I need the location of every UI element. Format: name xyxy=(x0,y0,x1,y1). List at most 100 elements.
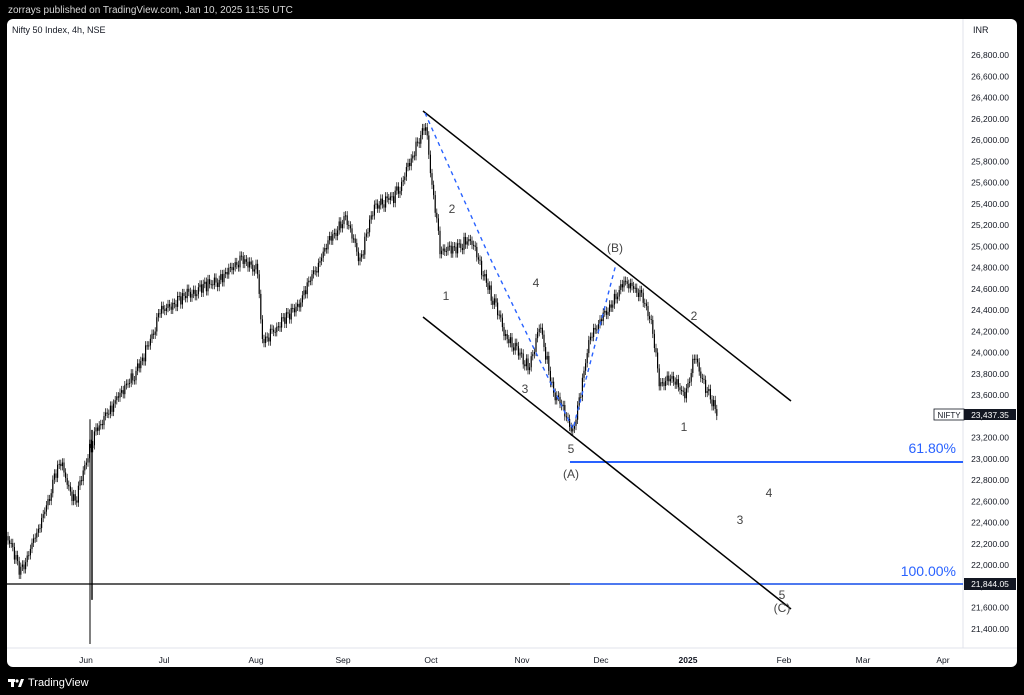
candle-body xyxy=(274,331,276,333)
candle-body xyxy=(221,274,223,283)
candle-body xyxy=(612,304,614,308)
candle-body xyxy=(433,184,435,196)
candle-body xyxy=(49,499,51,501)
wave-label-c4: 4 xyxy=(766,486,773,500)
candle-body xyxy=(138,363,140,369)
candle-body xyxy=(617,296,619,300)
candle-body xyxy=(186,288,188,299)
candle-body xyxy=(215,277,217,283)
candle-body xyxy=(298,303,300,308)
candle-body xyxy=(711,399,713,407)
candle-body xyxy=(425,127,427,131)
time-axis[interactable]: Jun Jul Aug Sep Oct Nov Dec 2025 Feb Mar Apr xyxy=(79,655,950,665)
channel-upper-line[interactable] xyxy=(422,110,792,402)
candle-body xyxy=(692,358,694,374)
candle-body xyxy=(629,282,631,289)
candlestick-series[interactable] xyxy=(7,123,718,644)
candle-body xyxy=(346,215,348,225)
candle-body xyxy=(476,246,478,258)
candle-body xyxy=(205,281,207,292)
candle-body xyxy=(418,142,420,144)
candle-body xyxy=(125,383,127,386)
candle-body xyxy=(146,345,148,347)
candle-body xyxy=(669,378,671,382)
wave-label-A: (A) xyxy=(563,467,579,481)
candle-body xyxy=(545,347,547,360)
price-chart[interactable]: Nifty 50 Index, 4h, NSE INR 26,800.0026,… xyxy=(7,19,1017,667)
time-tick-label: Aug xyxy=(248,655,263,665)
wave-label-4: 4 xyxy=(533,276,540,290)
candle-body xyxy=(570,426,572,432)
candle-body xyxy=(423,128,425,131)
candle-body xyxy=(593,327,595,337)
candle-body xyxy=(559,396,561,404)
candle-body xyxy=(661,382,663,384)
candle-body xyxy=(631,282,633,287)
candle-body xyxy=(249,261,251,268)
candle-body xyxy=(514,342,516,351)
candle-body xyxy=(162,305,164,310)
candle-body xyxy=(650,319,652,321)
candle-body xyxy=(468,239,470,242)
candle-body xyxy=(10,543,12,545)
candle-body xyxy=(73,494,75,502)
candle-body xyxy=(77,485,79,503)
candle-body xyxy=(452,246,454,254)
candle-body xyxy=(431,173,433,185)
candle-body xyxy=(381,198,383,205)
candle-body xyxy=(553,381,555,393)
price-tick-label: 21,400.00 xyxy=(971,624,1009,634)
candle-body xyxy=(133,380,135,382)
candle-body xyxy=(705,379,707,393)
price-tick-label: 24,600.00 xyxy=(971,284,1009,294)
price-tick-label: 23,600.00 xyxy=(971,390,1009,400)
candle-body xyxy=(585,363,587,371)
candle-body xyxy=(421,128,423,136)
candle-body xyxy=(583,370,585,378)
candle-body xyxy=(375,203,377,205)
wave-path-dashed[interactable] xyxy=(424,112,617,432)
candle-body xyxy=(457,243,459,254)
candle-body xyxy=(207,279,209,292)
candle-body xyxy=(15,555,17,560)
candle-body xyxy=(447,246,449,252)
candle-body xyxy=(589,336,591,341)
candle-body xyxy=(98,425,100,431)
channel-lower-line[interactable] xyxy=(422,316,792,610)
candle-body xyxy=(428,135,430,155)
candle-body xyxy=(415,141,417,157)
tradingview-brand: TradingView xyxy=(28,677,89,689)
candle-body xyxy=(517,346,519,356)
candle-body xyxy=(177,295,179,307)
candle-body xyxy=(52,479,54,494)
candle-body xyxy=(71,491,73,502)
candle-body xyxy=(90,443,92,449)
candle-body xyxy=(549,370,551,384)
price-tick-label: 25,000.00 xyxy=(971,241,1009,251)
candle-body xyxy=(292,307,294,309)
candle-body xyxy=(159,313,161,315)
candle-body xyxy=(525,358,527,367)
candle-body xyxy=(436,212,438,219)
candle-body xyxy=(405,167,407,177)
candle-body xyxy=(399,191,401,194)
candle-body xyxy=(141,357,143,361)
price-axis[interactable]: 26,800.00 26,600.00 26,400.00 26,200.00 26,0… xyxy=(971,50,1009,634)
candle-body xyxy=(76,500,78,503)
candle-body xyxy=(317,262,319,273)
candle-body xyxy=(628,283,630,289)
candle-body xyxy=(385,196,387,208)
time-tick-label: Nov xyxy=(514,655,530,665)
candle-body xyxy=(181,293,183,305)
candle-body xyxy=(401,181,403,192)
chart-panel[interactable]: Nifty 50 Index, 4h, NSE INR 26,800.00 26,… xyxy=(7,19,1017,667)
candle-body xyxy=(634,287,636,289)
candle-body xyxy=(101,424,103,426)
candle-body xyxy=(485,274,487,283)
candle-body xyxy=(26,555,28,563)
candle-body xyxy=(588,340,590,354)
candle-body xyxy=(548,355,550,371)
candle-body xyxy=(370,215,372,220)
currency-label: INR xyxy=(973,25,989,35)
candle-body xyxy=(482,275,484,277)
